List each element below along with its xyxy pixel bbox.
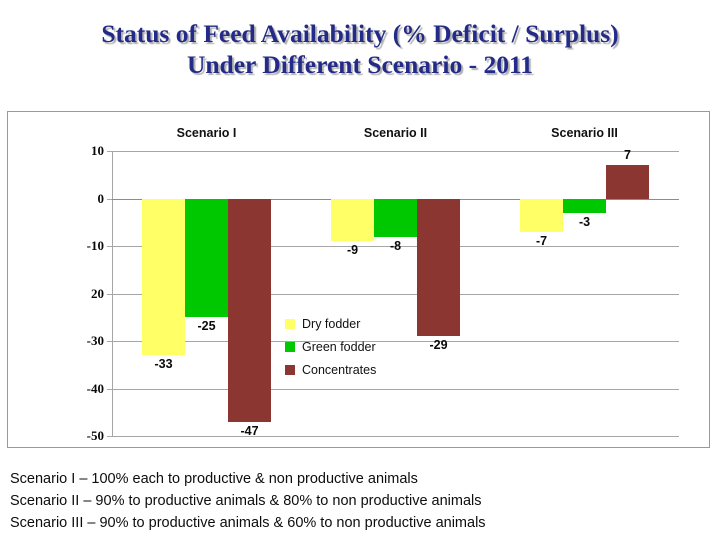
gridline--40 [112, 388, 679, 390]
plot-area: 10 0 -10 20 -30 -40 -50 Scenario I -33 -25 -47 Scen… [87, 126, 679, 443]
bar-value-label-2-2: -8 [389, 238, 402, 253]
legend-item-dry-fodder: Dry fodder [285, 312, 413, 335]
bar-2-1 [331, 198, 374, 242]
bar-value-label-3-3: 7 [624, 148, 631, 163]
bar-3-2 [563, 198, 606, 213]
y-axis-label--50: -50 [86, 428, 104, 443]
legend-label-green-fodder: Green fodder [302, 339, 376, 354]
bar-value-label-3-2: -3 [578, 214, 591, 229]
bar-1-1 [142, 198, 185, 356]
y-axis-label--30: -30 [86, 333, 104, 348]
bar-value-label-1-3: -47 [240, 423, 259, 438]
bar-2-3 [417, 198, 460, 337]
bar-value-label-2-1: -9 [346, 243, 359, 258]
axis-tick--10 [107, 246, 112, 247]
gridline--10 [112, 246, 679, 247]
chart-legend: Dry fodder Green fodder Concentrates [285, 312, 413, 381]
category-header-1: Scenario I [176, 126, 237, 140]
legend-item-green-fodder: Green fodder [285, 335, 413, 358]
footnote-scenario-2: Scenario II – 90% to productive animals … [10, 493, 482, 509]
footnotes: Scenario I – 100% each to productive & n… [10, 468, 710, 534]
page-title: Status of Feed Availability (% Deficit /… [0, 18, 720, 80]
bar-3-1 [520, 198, 563, 232]
axis-tick--30 [107, 341, 112, 342]
axis-tick--50 [107, 436, 112, 437]
legend-item-concentrates: Concentrates [285, 358, 413, 381]
footnote-scenario-1: Scenario I – 100% each to productive & n… [10, 471, 418, 487]
legend-swatch-icon-dry-fodder [285, 318, 295, 329]
legend-swatch-icon-green-fodder [285, 341, 295, 352]
bar-value-label-1-2: -25 [197, 319, 216, 334]
bar-value-label-1-1: -33 [154, 357, 173, 372]
legend-swatch-icon-concentrates [285, 364, 295, 375]
bar-value-label-2-3: -29 [429, 338, 448, 353]
page-title-line-2: Under Different Scenario - 2011 [186, 50, 534, 79]
y-axis-label-10: 10 [91, 143, 104, 158]
y-axis-label--20: 20 [91, 285, 104, 301]
axis-tick-0 [107, 198, 112, 200]
bar-1-2 [185, 198, 228, 318]
bar-value-label-3-1: -7 [535, 233, 548, 248]
category-header-3: Scenario III [551, 126, 618, 140]
gridline-10 [112, 151, 679, 152]
axis-tick--40 [107, 388, 112, 390]
y-axis-label--40: -40 [86, 380, 104, 396]
bar-2-2 [374, 198, 417, 237]
bar-1-3 [228, 198, 271, 422]
y-axis-label--10: -10 [86, 238, 104, 253]
y-axis-label-0: 0 [97, 190, 105, 206]
axis-tick-10 [107, 151, 112, 152]
gridline--20 [112, 293, 679, 295]
category-header-2: Scenario II [363, 126, 428, 140]
axis-tick--20 [107, 293, 112, 295]
page-title-line-1: Status of Feed Availability (% Deficit /… [101, 19, 619, 48]
footnote-scenario-3: Scenario III – 90% to productive animals… [10, 515, 486, 531]
gridline--50 [112, 436, 679, 437]
legend-label-dry-fodder: Dry fodder [302, 316, 361, 331]
chart-frame: 10 0 -10 20 -30 -40 -50 Scenario I -33 -25 -47 Scen… [7, 111, 710, 448]
bar-3-3 [606, 165, 649, 199]
gridline--30 [112, 341, 679, 342]
legend-label-concentrates: Concentrates [302, 362, 377, 377]
